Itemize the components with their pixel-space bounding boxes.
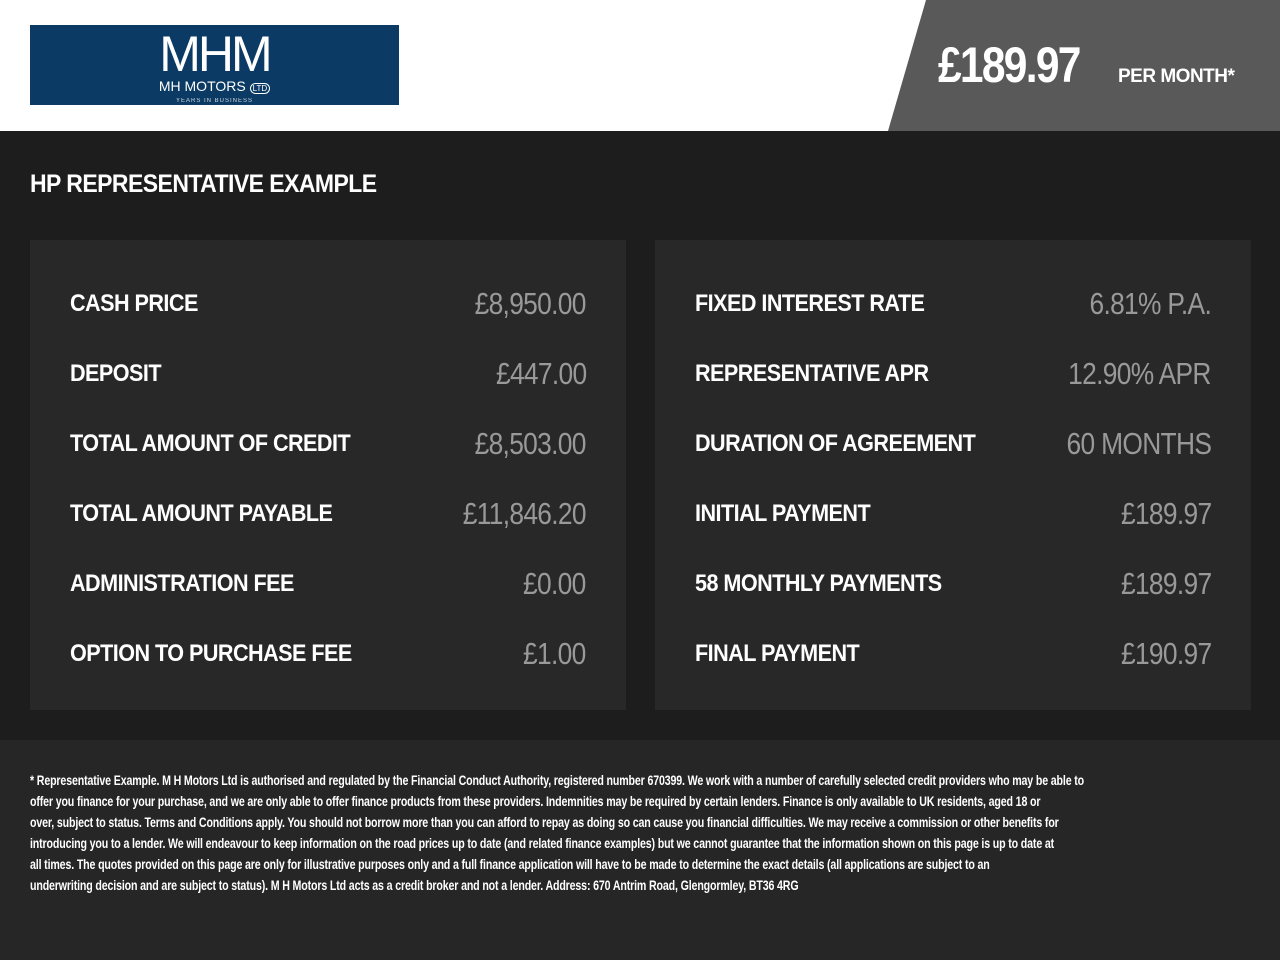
disclaimer-line: offer you finance for your purchase, and… — [30, 793, 1041, 809]
finance-row: ADMINISTRATION FEE £0.00 — [70, 550, 587, 620]
per-month-label: PER MONTH* — [1118, 66, 1235, 87]
logo-tagline: YEARS IN BUSINESS — [175, 98, 254, 104]
finance-row: TOTAL AMOUNT OF CREDIT £8,503.00 — [70, 410, 587, 480]
finance-value: £0.00 — [523, 566, 586, 601]
finance-row: DURATION OF AGREEMENT 60 MONTHS — [695, 410, 1212, 480]
finance-label: OPTION TO PURCHASE FEE — [70, 640, 352, 667]
mh-motors-logo[interactable]: MHM MH MOTORS LTD YEARS IN BUSINESS — [30, 25, 399, 105]
monthly-price: £189.97 — [938, 37, 1081, 93]
finance-label: REPRESENTATIVE APR — [695, 360, 929, 387]
finance-value: 60 MONTHS — [1066, 426, 1211, 461]
finance-label: DEPOSIT — [70, 360, 162, 387]
finance-value: £8,950.00 — [474, 286, 587, 321]
logo-mark: MHM — [159, 26, 272, 82]
finance-value: £189.97 — [1120, 496, 1212, 531]
disclaimer-line: introducing you to a lender. We will end… — [30, 835, 1055, 851]
monthly-price-panel: £189.97 PER MONTH* — [888, 0, 1280, 131]
finance-row: 58 MONTHLY PAYMENTS £189.97 — [695, 550, 1212, 620]
finance-row: DEPOSIT £447.00 — [70, 340, 587, 410]
finance-value: £8,503.00 — [474, 426, 587, 461]
finance-row: CASH PRICE £8,950.00 — [70, 270, 587, 340]
logo-name: MH MOTORS LTD — [30, 79, 399, 96]
header: MHM MH MOTORS LTD YEARS IN BUSINESS £189… — [0, 0, 1280, 131]
finance-label: FIXED INTEREST RATE — [695, 290, 925, 317]
finance-row: FIXED INTEREST RATE 6.81% P.A. — [695, 270, 1212, 340]
finance-value: £11,846.20 — [462, 496, 587, 531]
finance-label: CASH PRICE — [70, 290, 198, 317]
finance-label: 58 MONTHLY PAYMENTS — [695, 570, 942, 597]
finance-row: REPRESENTATIVE APR 12.90% APR — [695, 340, 1212, 410]
finance-value: £190.97 — [1120, 636, 1212, 671]
disclaimer-line: * Representative Example. M H Motors Ltd… — [30, 772, 1085, 788]
section-title: HP REPRESENTATIVE EXAMPLE — [30, 170, 377, 198]
finance-label: DURATION OF AGREEMENT — [695, 430, 976, 457]
disclaimer-line: underwriting decision and are subject to… — [30, 877, 799, 893]
finance-details-right: FIXED INTEREST RATE 6.81% P.A. REPRESENTAT… — [655, 240, 1251, 710]
finance-value: £447.00 — [495, 356, 587, 391]
finance-row: TOTAL AMOUNT PAYABLE £11,846.20 — [70, 480, 587, 550]
finance-value: £189.97 — [1120, 566, 1212, 601]
finance-row: INITIAL PAYMENT £189.97 — [695, 480, 1212, 550]
finance-value: £1.00 — [523, 636, 586, 671]
finance-label: INITIAL PAYMENT — [695, 500, 871, 527]
finance-label: ADMINISTRATION FEE — [70, 570, 294, 597]
disclaimer: * Representative Example. M H Motors Ltd… — [0, 740, 1280, 960]
finance-label: TOTAL AMOUNT PAYABLE — [70, 500, 333, 527]
finance-details-left: CASH PRICE £8,950.00 DEPOSIT £447.00 TOTAL A… — [30, 240, 626, 710]
finance-value: 6.81% P.A. — [1089, 286, 1211, 321]
disclaimer-line: over, subject to status. Terms and Condi… — [30, 814, 1059, 830]
finance-row: OPTION TO PURCHASE FEE £1.00 — [70, 620, 587, 690]
finance-label: TOTAL AMOUNT OF CREDIT — [70, 430, 351, 457]
finance-value: 12.90% APR — [1068, 356, 1211, 391]
disclaimer-line: all times. The quotes provided on this p… — [30, 856, 990, 872]
finance-row: FINAL PAYMENT £190.97 — [695, 620, 1212, 690]
finance-label: FINAL PAYMENT — [695, 640, 860, 667]
